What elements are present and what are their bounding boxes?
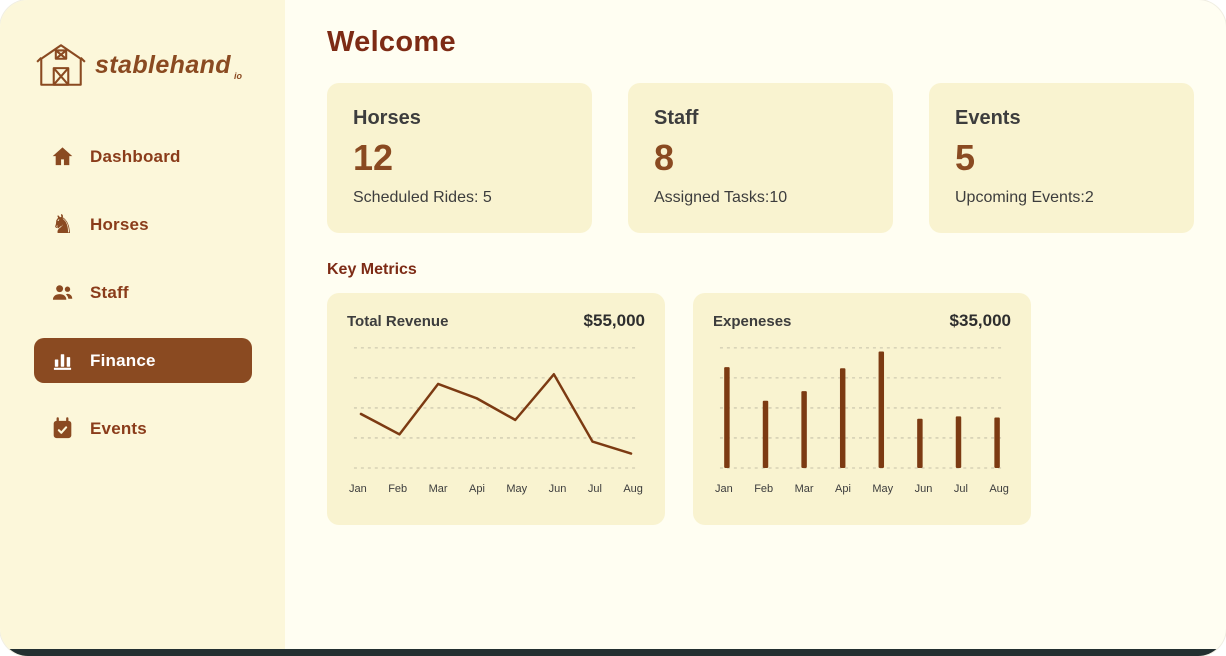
brand-name: stablehand [95, 50, 231, 79]
section-title-key-metrics: Key Metrics [327, 261, 417, 278]
month-label: May [506, 483, 528, 495]
bottom-bar [0, 649, 1226, 656]
month-label: Mar [428, 483, 448, 495]
chart-header: Expeneses $35,000 [713, 311, 1011, 331]
logo: stablehand io [34, 42, 285, 88]
stat-subtitle: Assigned Tasks:10 [654, 189, 788, 206]
revenue-chart-card: Total Revenue $55,000 Jan Feb Mar Api Ma… [327, 293, 665, 525]
home-icon [49, 145, 76, 168]
chart-total-value: $35,000 [949, 311, 1011, 330]
finance-chart-icon [49, 349, 76, 372]
month-label: Jan [349, 483, 367, 495]
sidebar-item-label: Horses [90, 214, 149, 234]
chart-title: Total Revenue [347, 312, 449, 330]
stat-subtitle: Upcoming Events:2 [955, 189, 1094, 206]
barn-logo-icon [36, 44, 86, 86]
stat-card-events: Events 5 Upcoming Events:2 [929, 83, 1194, 233]
sidebar-nav: Dashboard ♞ Horses Staff [34, 134, 285, 451]
page-title: Welcome [327, 26, 456, 58]
sidebar-item-label: Staff [90, 282, 129, 302]
month-label: Aug [623, 483, 643, 495]
sidebar-item-finance[interactable]: Finance [34, 338, 252, 383]
stats-row: Horses 12 Scheduled Rides: 5 Staff 8 Ass… [327, 83, 1194, 233]
sidebar: stablehand io Dashboard ♞ Horses [0, 0, 285, 656]
stat-subtitle: Scheduled Rides: 5 [353, 189, 492, 206]
expenses-chart-card: Expeneses $35,000 Jan Feb Mar Api May Ju… [693, 293, 1031, 525]
stat-value: 12 [353, 137, 394, 178]
sidebar-item-staff[interactable]: Staff [34, 270, 252, 315]
month-label: Feb [754, 483, 774, 495]
expenses-bar-chart [719, 347, 1005, 469]
month-label: Mar [794, 483, 814, 495]
chart-title: Expeneses [713, 312, 792, 330]
staff-icon [49, 281, 76, 304]
sidebar-item-events[interactable]: Events [34, 406, 252, 451]
stat-title: Horses [353, 107, 421, 129]
calendar-icon [49, 417, 76, 440]
chart-header: Total Revenue $55,000 [347, 311, 645, 331]
month-label: Api [469, 483, 485, 495]
sidebar-item-horses[interactable]: ♞ Horses [34, 202, 252, 247]
month-label: Feb [388, 483, 408, 495]
month-label: Jul [953, 483, 968, 495]
sidebar-item-label: Events [90, 418, 147, 438]
brand-suffix: io [233, 71, 242, 81]
stat-title: Events [955, 107, 1021, 129]
month-label: Jan [715, 483, 733, 495]
charts-row: Total Revenue $55,000 Jan Feb Mar Api Ma… [327, 293, 1194, 525]
month-label: Aug [989, 483, 1009, 495]
horse-icon: ♞ [50, 209, 75, 240]
stat-card-staff: Staff 8 Assigned Tasks:10 [628, 83, 893, 233]
x-axis-labels: Jan Feb Mar Api May Jun Jul Aug [713, 483, 1011, 495]
stat-title: Staff [654, 107, 699, 129]
month-label: Jun [548, 483, 567, 495]
stat-card-horses: Horses 12 Scheduled Rides: 5 [327, 83, 592, 233]
sidebar-item-dashboard[interactable]: Dashboard [34, 134, 252, 179]
sidebar-item-label: Dashboard [90, 146, 181, 166]
revenue-line-chart [353, 347, 639, 469]
stat-value: 8 [654, 137, 675, 178]
main-content: Welcome Horses 12 Scheduled Rides: 5 Sta… [285, 0, 1226, 656]
stat-value: 5 [955, 137, 976, 178]
chart-total-value: $55,000 [583, 311, 645, 330]
month-label: Api [835, 483, 851, 495]
x-axis-labels: Jan Feb Mar Api May Jun Jul Aug [347, 483, 645, 495]
sidebar-item-label: Finance [90, 350, 156, 370]
month-label: Jul [587, 483, 602, 495]
month-label: May [872, 483, 894, 495]
month-label: Jun [914, 483, 933, 495]
